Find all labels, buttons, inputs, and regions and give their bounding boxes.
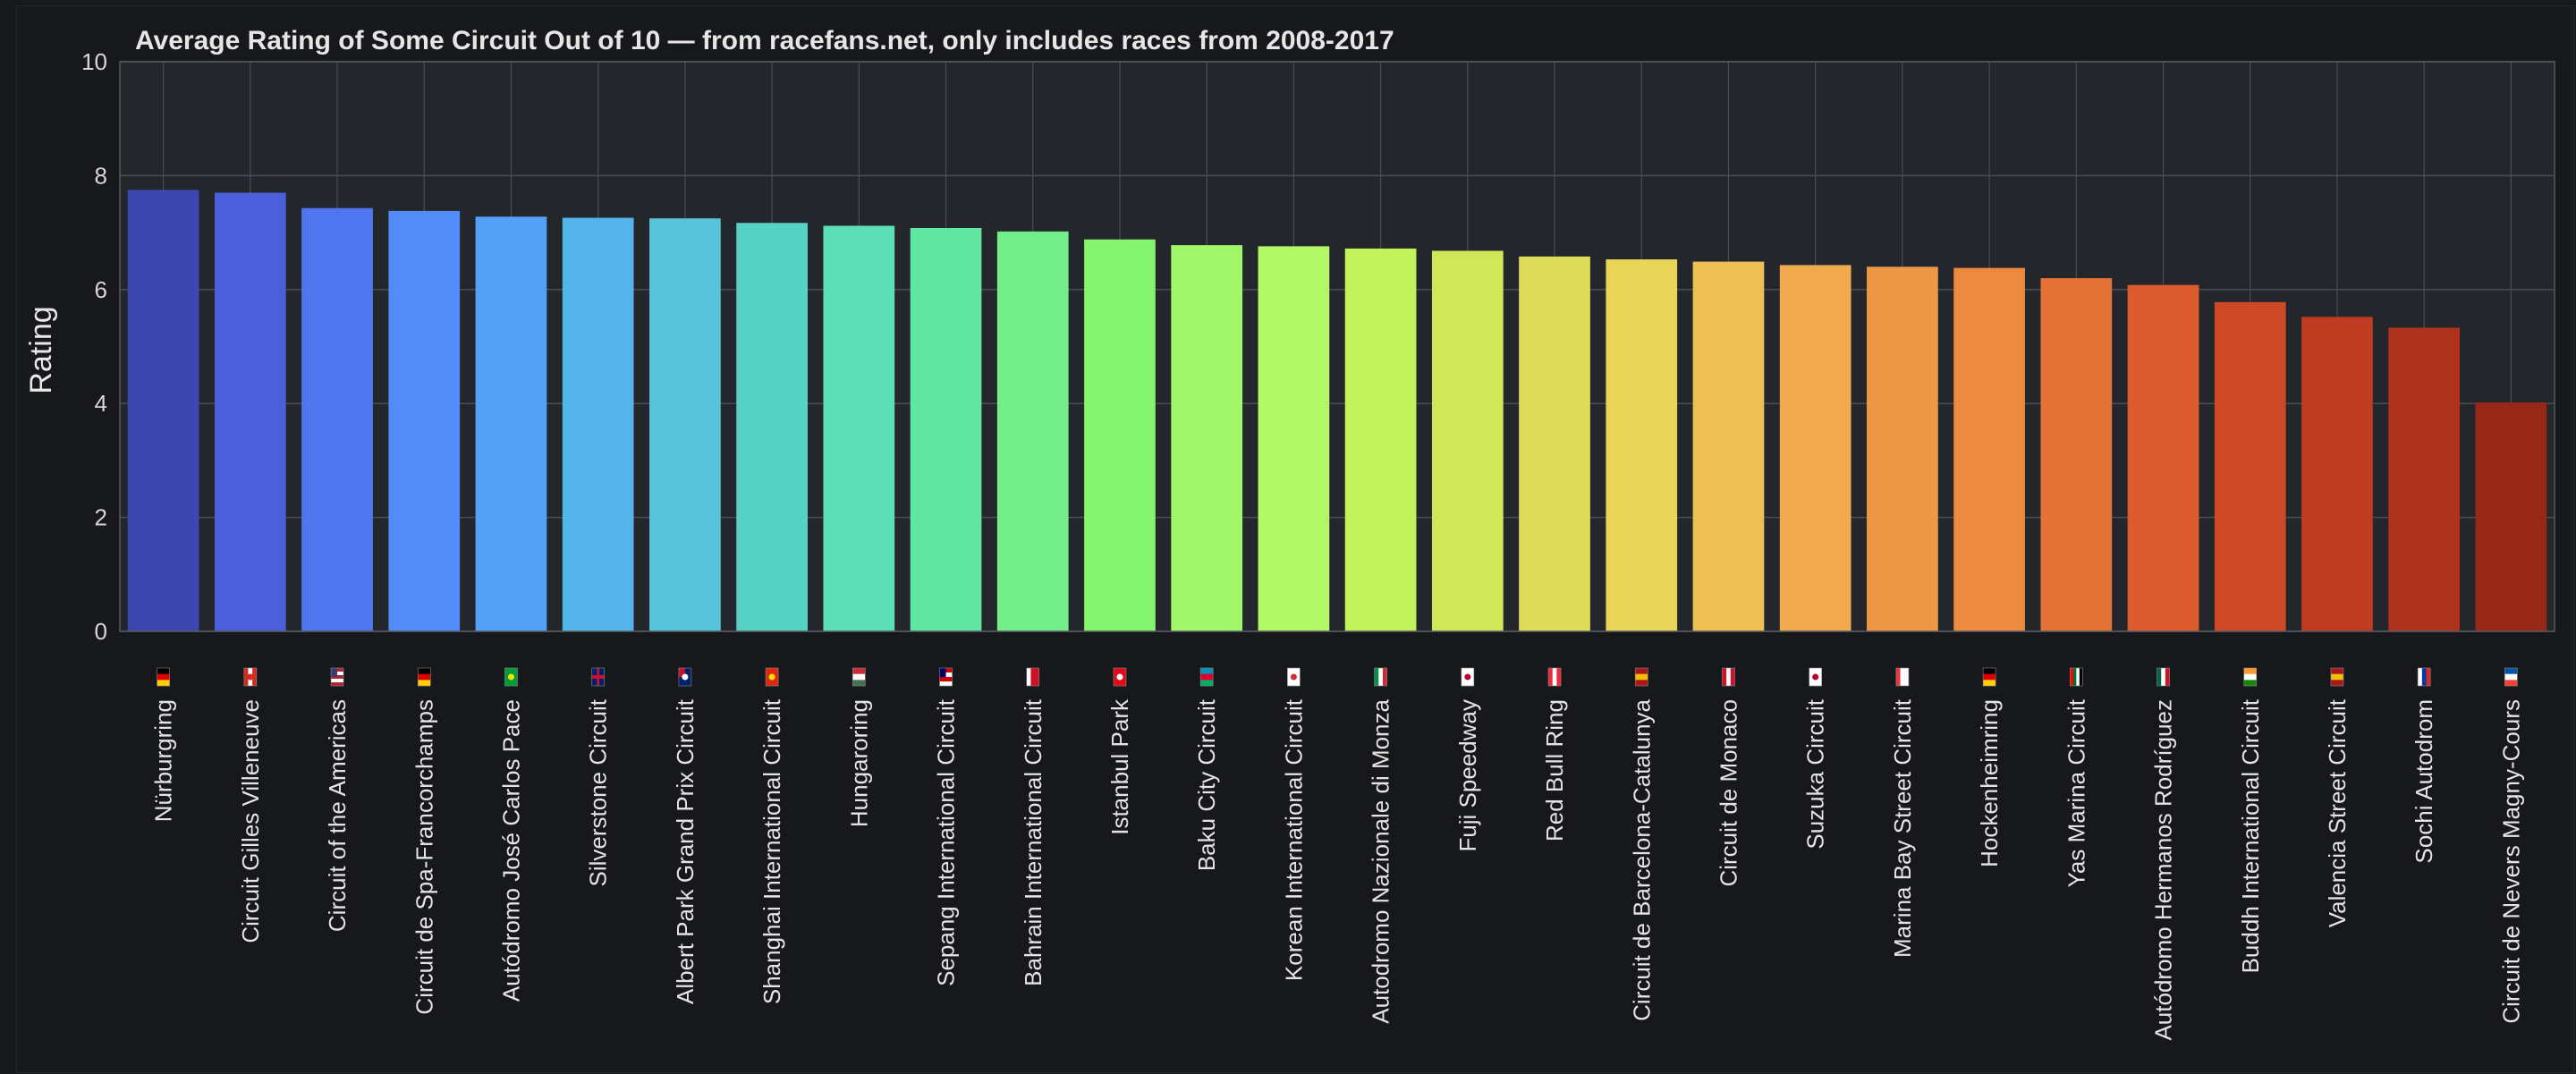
bar (1692, 261, 1765, 631)
category-label: Buddh International Circuit (2237, 698, 2264, 973)
flag-icon (1895, 667, 1910, 687)
category-label: Circuit de Barcelona-Catalunya (1628, 698, 1655, 1020)
flag-icon (939, 667, 953, 687)
flag-icon (1026, 667, 1040, 687)
flag-icon (1982, 667, 1996, 687)
category-label: Marina Bay Street Circuit (1889, 698, 1916, 958)
flag-icon (330, 667, 344, 687)
category-label: Fuji Speedway (1454, 699, 1481, 852)
bar (2301, 317, 2373, 631)
bar (1084, 239, 1156, 631)
y-tick-label: 6 (95, 276, 107, 303)
category-label: Silverstone Circuit (585, 698, 612, 886)
bar (301, 207, 373, 632)
bar (1867, 266, 1938, 631)
y-tick-label: 8 (95, 162, 107, 189)
plot-border (119, 61, 2555, 632)
bar (736, 223, 808, 631)
bar (1258, 246, 1330, 631)
category-label: Autódromo Hermanos Rodríguez (2150, 699, 2177, 1041)
category-label: Sepang International Circuit (933, 698, 960, 986)
bar (1171, 245, 1243, 631)
bar (2127, 284, 2199, 631)
y-tick-label: 10 (81, 48, 107, 75)
category-label: Autodromo Nazionale di Monza (1368, 698, 1394, 1023)
bar (1606, 259, 1678, 631)
flag-icon (2330, 667, 2344, 687)
flag-icon (417, 667, 431, 687)
flag-icon (243, 667, 258, 687)
bar (475, 216, 547, 631)
flag-icon (765, 667, 779, 687)
flag-icon (591, 667, 605, 687)
category-label: Yas Marina Circuit (2063, 698, 2089, 887)
category-label: Circuit of the Americas (324, 699, 351, 932)
flag-icon (1461, 667, 1475, 687)
category-label: Suzuka Circuit (1802, 698, 1829, 849)
flag-icon (1809, 667, 1822, 687)
category-label: Albert Park Grand Prix Circuit (672, 698, 699, 1004)
category-label: Istanbul Park (1106, 698, 1133, 835)
bar (649, 218, 721, 632)
category-label: Circuit de Spa-Francorchamps (411, 699, 437, 1015)
bar (1344, 248, 1417, 631)
bar (127, 190, 199, 631)
flag-icon (2070, 667, 2083, 687)
category-label: Nürburgring (150, 699, 177, 822)
bar (562, 217, 634, 631)
flag-icon (2243, 667, 2258, 687)
bar (1431, 250, 1504, 631)
bar (388, 210, 461, 632)
category-label: Baku City Circuit (1193, 698, 1220, 871)
flag-icon (504, 667, 518, 687)
flag-icon (1547, 667, 1562, 687)
category-label: Red Bull Ring (1541, 699, 1568, 841)
y-axis-title: Rating (24, 306, 58, 393)
flag-icon (1374, 667, 1387, 687)
category-label: Bahrain International Circuit (1020, 698, 1046, 986)
flag-icon (1113, 667, 1127, 687)
bar (823, 225, 895, 631)
bar (1519, 256, 1590, 631)
category-label: Circuit Gilles Villeneuve (237, 699, 264, 943)
bar (2475, 402, 2547, 631)
category-label: Sochi Autodrom (2411, 699, 2437, 864)
bar (910, 228, 982, 631)
bar (2040, 278, 2113, 631)
category-label: Autódromo José Carlos Pace (497, 699, 524, 1002)
chart-title: Average Rating of Some Circuit Out of 10… (135, 26, 1394, 55)
category-label: Circuit de Nevers Magny-Cours (2497, 699, 2524, 1024)
category-label: Shanghai International Circuit (758, 698, 785, 1004)
y-tick-label: 4 (95, 390, 107, 417)
flag-icon (1199, 667, 1214, 687)
bar (2214, 301, 2286, 631)
bars-layer (127, 190, 2547, 632)
category-label: Circuit de Monaco (1715, 699, 1741, 887)
flag-icon (1634, 667, 1648, 687)
flag-icon (2157, 667, 2170, 687)
category-label: Korean International Circuit (1280, 698, 1307, 981)
y-tick-label: 0 (95, 618, 107, 645)
bar-chart: 0 2 4 6 8 10 Rating Nürburgring Circuit Gilles… (24, 48, 2555, 1041)
chart-panel: Average Rating of Some Circuit Out of 10… (16, 5, 2574, 1073)
flag-icon (852, 667, 866, 687)
flag-icon (1722, 667, 1735, 687)
axis-layer: 0 2 4 6 8 10 (81, 48, 2555, 645)
bar (1953, 267, 2025, 631)
category-label: Hockenheimring (1976, 699, 2003, 867)
bar (996, 231, 1069, 631)
flag-icon (2417, 667, 2431, 687)
category-label: Hungaroring (845, 699, 872, 827)
bar (214, 192, 286, 631)
flag-icon (678, 667, 692, 687)
x-axis-labels: Nürburgring Circuit Gilles Villeneuve Circ… (150, 667, 2524, 1041)
bar (2388, 327, 2461, 631)
bar (1779, 265, 1852, 631)
category-label: Valencia Street Circuit (2324, 698, 2351, 927)
flag-icon (157, 667, 170, 687)
y-tick-label: 2 (95, 504, 107, 531)
flag-icon (1287, 667, 1301, 687)
flag-icon (2504, 667, 2518, 687)
